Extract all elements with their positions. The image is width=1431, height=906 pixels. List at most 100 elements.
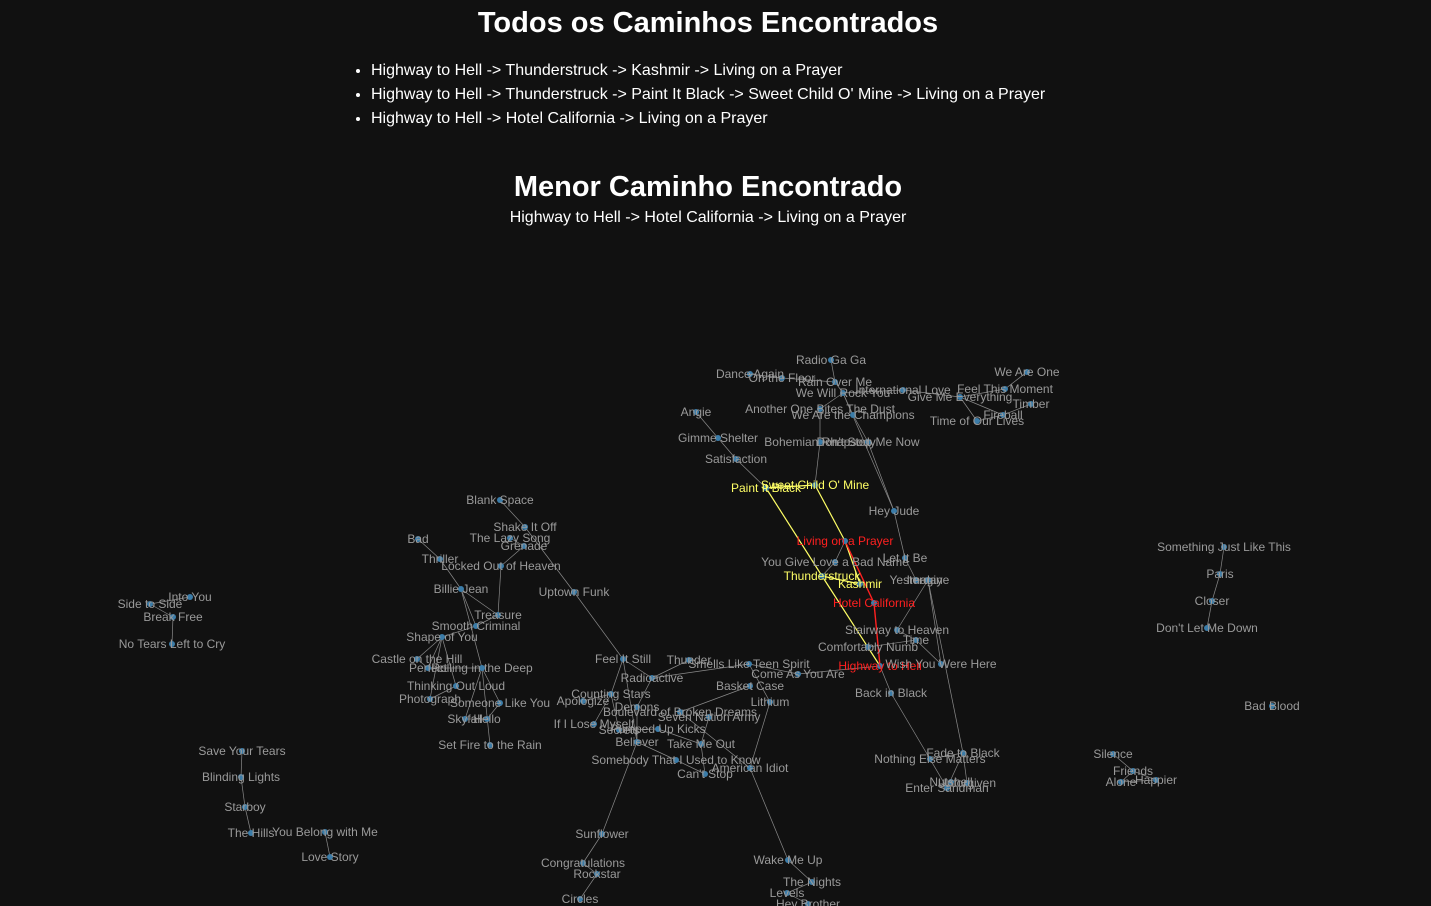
path-edge bbox=[814, 484, 846, 542]
node-congratulations bbox=[580, 860, 586, 866]
node-label-set-fire-to-the-rain: Set Fire to the Rain bbox=[438, 738, 541, 752]
graph-edge bbox=[500, 545, 525, 567]
node-label-photograph: Photograph bbox=[399, 692, 461, 706]
graph-edge bbox=[618, 728, 659, 731]
node-lithium bbox=[767, 699, 773, 705]
node-shake-it-off bbox=[522, 524, 528, 530]
node-label-fade-to-black: Fade to Black bbox=[926, 746, 1000, 760]
graph-edge bbox=[439, 558, 462, 590]
node-hello bbox=[484, 716, 490, 722]
graph-edge bbox=[486, 702, 501, 720]
graph-edge bbox=[579, 873, 598, 900]
graph-edge bbox=[834, 540, 846, 563]
node-label-perfect: Perfect bbox=[409, 661, 448, 675]
node-time bbox=[913, 637, 919, 643]
graph-edge bbox=[497, 565, 502, 616]
node-label-radio-ga-ga: Radio Ga Ga bbox=[796, 353, 866, 367]
node-into-you bbox=[187, 594, 193, 600]
graph-edge bbox=[976, 414, 1004, 422]
node-wish-you-were-here bbox=[938, 661, 944, 667]
graph-edge bbox=[1120, 779, 1157, 783]
node-label-the-hills: The Hills bbox=[228, 826, 275, 840]
node-label-love-story: Love Story bbox=[301, 850, 358, 864]
node-set-fire-to-the-rain bbox=[487, 742, 493, 748]
node-grenade bbox=[521, 543, 527, 549]
graph-edge bbox=[441, 625, 477, 638]
node-nutshell bbox=[948, 779, 954, 785]
node-label-nothing-else-matters: Nothing Else Matters bbox=[874, 752, 985, 766]
node-label-closer: Closer bbox=[1195, 594, 1230, 608]
node-label-happier: Happier bbox=[1135, 773, 1177, 787]
graph-edge bbox=[499, 499, 526, 528]
node-label-rockstar: Rockstar bbox=[573, 867, 620, 881]
graph-edge bbox=[749, 701, 771, 769]
node-boulevard-of-broken-dreams bbox=[677, 709, 683, 715]
node-label-billie-jean: Billie Jean bbox=[434, 582, 489, 596]
node-somebody-that-i-used-to-know bbox=[673, 757, 679, 763]
graph-edge bbox=[460, 588, 477, 627]
graph-edge bbox=[959, 396, 978, 422]
node-label-nutshell: Nutshell bbox=[929, 775, 972, 789]
node-label-somebody-that-i-used-to-know: Somebody That I Used to Know bbox=[591, 753, 761, 767]
node-label-believer: Believer bbox=[615, 735, 658, 749]
node-thunderstruck bbox=[819, 573, 825, 579]
node-angie bbox=[693, 409, 699, 415]
node-label-grenade: Grenade bbox=[501, 539, 548, 553]
graph-edge bbox=[749, 767, 789, 861]
node-the-hills bbox=[248, 830, 254, 836]
node-rolling-in-the-deep bbox=[479, 665, 485, 671]
node-label-feel-this-moment: Feel This Moment bbox=[957, 382, 1053, 396]
graph-edge bbox=[717, 437, 737, 460]
node-label-gimme-shelter: Gimme Shelter bbox=[678, 431, 758, 445]
graph-edge bbox=[416, 636, 443, 660]
node-label-take-me-out: Take Me Out bbox=[667, 737, 736, 751]
node-paris bbox=[1217, 571, 1223, 577]
node-secrets bbox=[616, 727, 622, 733]
node-label-locked-out-of-heaven: Locked Out of Heaven bbox=[441, 559, 560, 573]
node-back-in-black bbox=[888, 690, 894, 696]
graph-edge bbox=[915, 639, 942, 665]
node-nothing-else-matters bbox=[927, 756, 933, 762]
node-label-alone: Alone bbox=[1106, 775, 1137, 789]
node-label-starboy: Starboy bbox=[224, 800, 265, 814]
node-locked-out-of-heaven bbox=[498, 563, 504, 569]
node-label-castle-on-the-hill: Castle on the Hill bbox=[372, 652, 463, 666]
graph-edge bbox=[929, 752, 964, 760]
node-highway-to-hell bbox=[877, 663, 883, 669]
graph-edge bbox=[1211, 573, 1221, 602]
node-shape-of-you bbox=[439, 634, 445, 640]
node-label-we-are-the-champions: We Are the Champions bbox=[791, 408, 914, 422]
node-label-blank-space: Blank Space bbox=[466, 493, 534, 507]
node-label-on-the-floor: On the Floor bbox=[749, 371, 816, 385]
graph-edge bbox=[700, 743, 706, 775]
graph-edge bbox=[902, 389, 961, 398]
node-label-save-your-tears: Save Your Tears bbox=[198, 744, 285, 758]
node-label-angie: Angie bbox=[681, 405, 712, 419]
all-paths-list: Highway to Hell -> Thunderstruck -> Kash… bbox=[352, 59, 1045, 131]
node-label-come-as-you-are: Come As You Are bbox=[751, 667, 845, 681]
graph-edge bbox=[1219, 546, 1225, 575]
node-feel-this-moment bbox=[1002, 386, 1008, 392]
node-international-love bbox=[900, 387, 906, 393]
node-we-will-rock-you bbox=[840, 390, 846, 396]
graph-edge bbox=[814, 441, 821, 486]
graph-edge bbox=[959, 388, 1006, 398]
graph-edge bbox=[481, 667, 491, 746]
node-side-to-side bbox=[147, 601, 153, 607]
node-skyfall bbox=[462, 716, 468, 722]
node-label-wake-me-up: Wake Me Up bbox=[754, 853, 823, 867]
node-thunder bbox=[686, 657, 692, 663]
path-item: Highway to Hell -> Thunderstruck -> Kash… bbox=[371, 59, 1045, 83]
node-label-yesterday: Yesterday bbox=[890, 573, 943, 587]
node-label-basket-case: Basket Case bbox=[716, 679, 784, 693]
node-time-of-our-lives bbox=[974, 418, 980, 424]
shortest-path-edge bbox=[873, 602, 881, 667]
graph-edge bbox=[867, 441, 895, 512]
node-label-living-on-a-prayer: Living on a Prayer bbox=[797, 534, 894, 548]
graph-edge bbox=[675, 759, 706, 775]
node-label-stairway-to-heaven: Stairway to Heaven bbox=[845, 623, 949, 637]
graph-edge bbox=[1004, 371, 1028, 390]
node-bad bbox=[415, 536, 421, 542]
graph-edge bbox=[890, 692, 931, 760]
